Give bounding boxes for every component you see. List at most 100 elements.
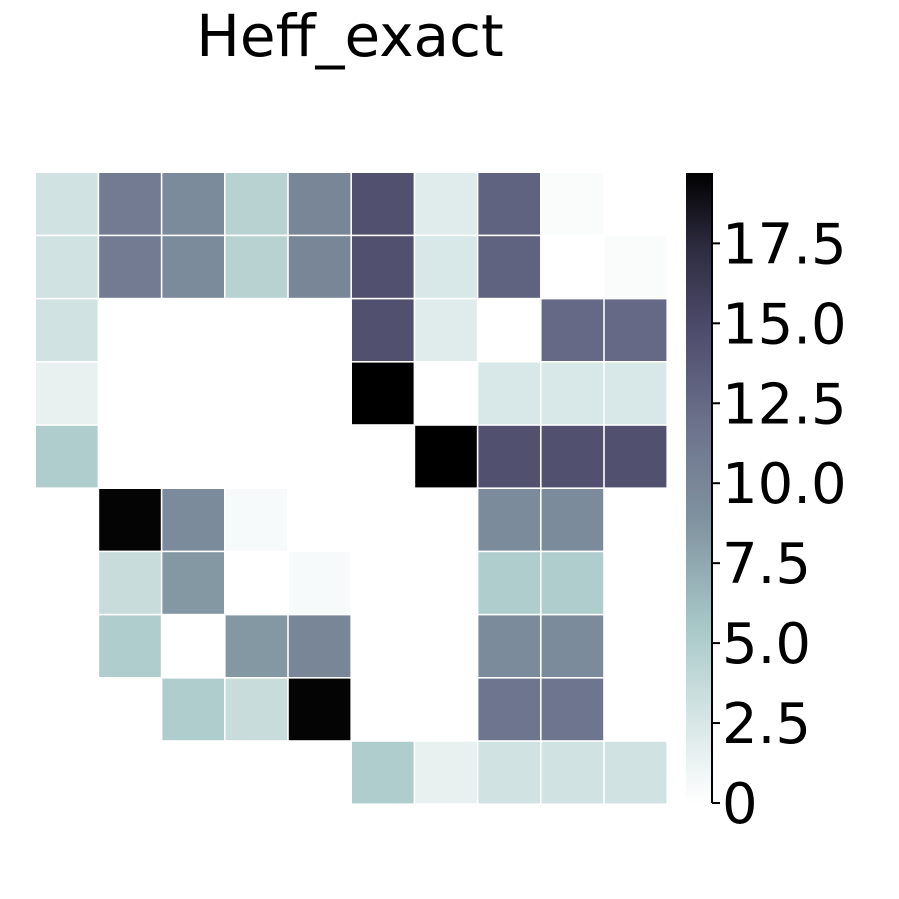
heatmap-cell bbox=[36, 362, 98, 425]
heatmap-cell bbox=[415, 362, 477, 425]
heatmap-cell bbox=[36, 489, 98, 551]
chart-title: Heff_exact bbox=[196, 2, 504, 70]
heatmap-cell bbox=[541, 236, 604, 298]
heatmap-cell bbox=[352, 362, 414, 425]
heatmap-cell bbox=[36, 615, 98, 677]
heatmap-cell bbox=[36, 173, 98, 235]
heatmap-cell bbox=[162, 615, 224, 677]
heatmap-cell bbox=[99, 678, 161, 741]
heatmap-cell bbox=[162, 489, 224, 551]
heatmap-cell bbox=[99, 615, 161, 677]
heatmap-cell bbox=[541, 362, 604, 425]
heatmap-cell bbox=[162, 362, 224, 425]
heatmap-cell bbox=[162, 552, 224, 614]
heatmap-cell bbox=[478, 425, 540, 488]
heatmap-cell bbox=[541, 489, 604, 551]
heatmap-cell bbox=[415, 299, 477, 361]
heatmap-cell bbox=[225, 678, 288, 741]
heatmap-cell bbox=[604, 552, 667, 614]
heatmap-cell bbox=[352, 299, 414, 361]
heatmap-cell bbox=[162, 678, 224, 741]
heatmap-cell bbox=[99, 236, 161, 298]
heatmap-cell bbox=[352, 236, 414, 298]
heatmap-cell bbox=[288, 299, 351, 361]
heatmap-cell bbox=[478, 299, 540, 361]
heatmap-cell bbox=[36, 236, 98, 298]
colorbar-ticks: 0 2.5 5.0 7.5 10.0 12.5 15.0 17.5 bbox=[711, 173, 847, 837]
heatmap-cell bbox=[99, 741, 161, 804]
heatmap-cell bbox=[225, 236, 288, 298]
heatmap-cell bbox=[352, 173, 414, 235]
heatmap-cell bbox=[415, 489, 477, 551]
heatmap-cell bbox=[541, 741, 604, 804]
heatmap-cell bbox=[288, 552, 351, 614]
heatmap-cell bbox=[478, 678, 540, 741]
heatmap-cell bbox=[225, 489, 288, 551]
heatmap-cell bbox=[36, 425, 98, 488]
heatmap-cell bbox=[541, 425, 604, 488]
heatmap-cell bbox=[604, 236, 667, 298]
heatmap-cell bbox=[604, 489, 667, 551]
heatmap-cell bbox=[225, 173, 288, 235]
heatmap-cell bbox=[478, 236, 540, 298]
colorbar-tick-label: 0 bbox=[722, 772, 758, 837]
heatmap-cell bbox=[415, 236, 477, 298]
heatmap-cell bbox=[288, 678, 351, 741]
heatmap-cell bbox=[415, 741, 477, 804]
heatmap-cell bbox=[478, 489, 540, 551]
heatmap-cell bbox=[288, 236, 351, 298]
colorbar bbox=[686, 173, 712, 803]
heatmap-cell bbox=[288, 173, 351, 235]
heatmap-cell bbox=[604, 299, 667, 361]
heatmap-cell bbox=[352, 678, 414, 741]
heatmap-cell bbox=[604, 173, 667, 235]
heatmap-cells bbox=[36, 173, 667, 804]
heatmap-cell bbox=[478, 362, 540, 425]
heatmap-cell bbox=[36, 741, 98, 804]
heatmap-cell bbox=[415, 425, 477, 488]
heatmap-cell bbox=[99, 299, 161, 361]
heatmap-cell bbox=[288, 741, 351, 804]
heatmap-cell bbox=[478, 741, 540, 804]
heatmap-cell bbox=[288, 489, 351, 551]
heatmap-cell bbox=[541, 678, 604, 741]
heatmap-cell bbox=[225, 425, 288, 488]
heatmap-cell bbox=[225, 362, 288, 425]
heatmap-cell bbox=[478, 173, 540, 235]
heatmap-cell bbox=[541, 552, 604, 614]
heatmap-cell bbox=[352, 552, 414, 614]
heatmap-cell bbox=[604, 615, 667, 677]
colorbar-tick-label: 7.5 bbox=[722, 532, 811, 597]
heatmap-cell bbox=[415, 173, 477, 235]
heatmap-cell bbox=[225, 299, 288, 361]
heatmap-cell bbox=[162, 741, 224, 804]
heatmap-cell bbox=[415, 552, 477, 614]
heatmap-cell bbox=[99, 489, 161, 551]
heatmap-cell bbox=[604, 362, 667, 425]
heatmap-cell bbox=[36, 552, 98, 614]
heatmap-cell bbox=[162, 173, 224, 235]
heatmap-cell bbox=[162, 236, 224, 298]
heatmap-cell bbox=[604, 678, 667, 741]
colorbar-tick-label: 5.0 bbox=[722, 612, 811, 677]
heatmap-cell bbox=[99, 552, 161, 614]
heatmap-cell bbox=[36, 678, 98, 741]
colorbar-tick-label: 17.5 bbox=[722, 212, 847, 277]
heatmap-cell bbox=[352, 741, 414, 804]
heatmap-cell bbox=[541, 299, 604, 361]
heatmap-cell bbox=[225, 741, 288, 804]
heatmap-cell bbox=[541, 173, 604, 235]
heatmap-cell bbox=[415, 615, 477, 677]
colorbar-tick-label: 10.0 bbox=[722, 452, 847, 517]
heatmap-cell bbox=[288, 362, 351, 425]
heatmap-cell bbox=[478, 552, 540, 614]
heatmap-cell bbox=[604, 741, 667, 804]
heatmap-cell bbox=[99, 362, 161, 425]
heatmap-cell bbox=[288, 615, 351, 677]
colorbar-tick-label: 12.5 bbox=[722, 372, 847, 437]
colorbar-tick-label: 15.0 bbox=[722, 292, 847, 357]
heatmap-cell bbox=[225, 552, 288, 614]
heatmap-cell bbox=[541, 615, 604, 677]
heatmap-cell bbox=[415, 678, 477, 741]
heatmap-cell bbox=[225, 615, 288, 677]
